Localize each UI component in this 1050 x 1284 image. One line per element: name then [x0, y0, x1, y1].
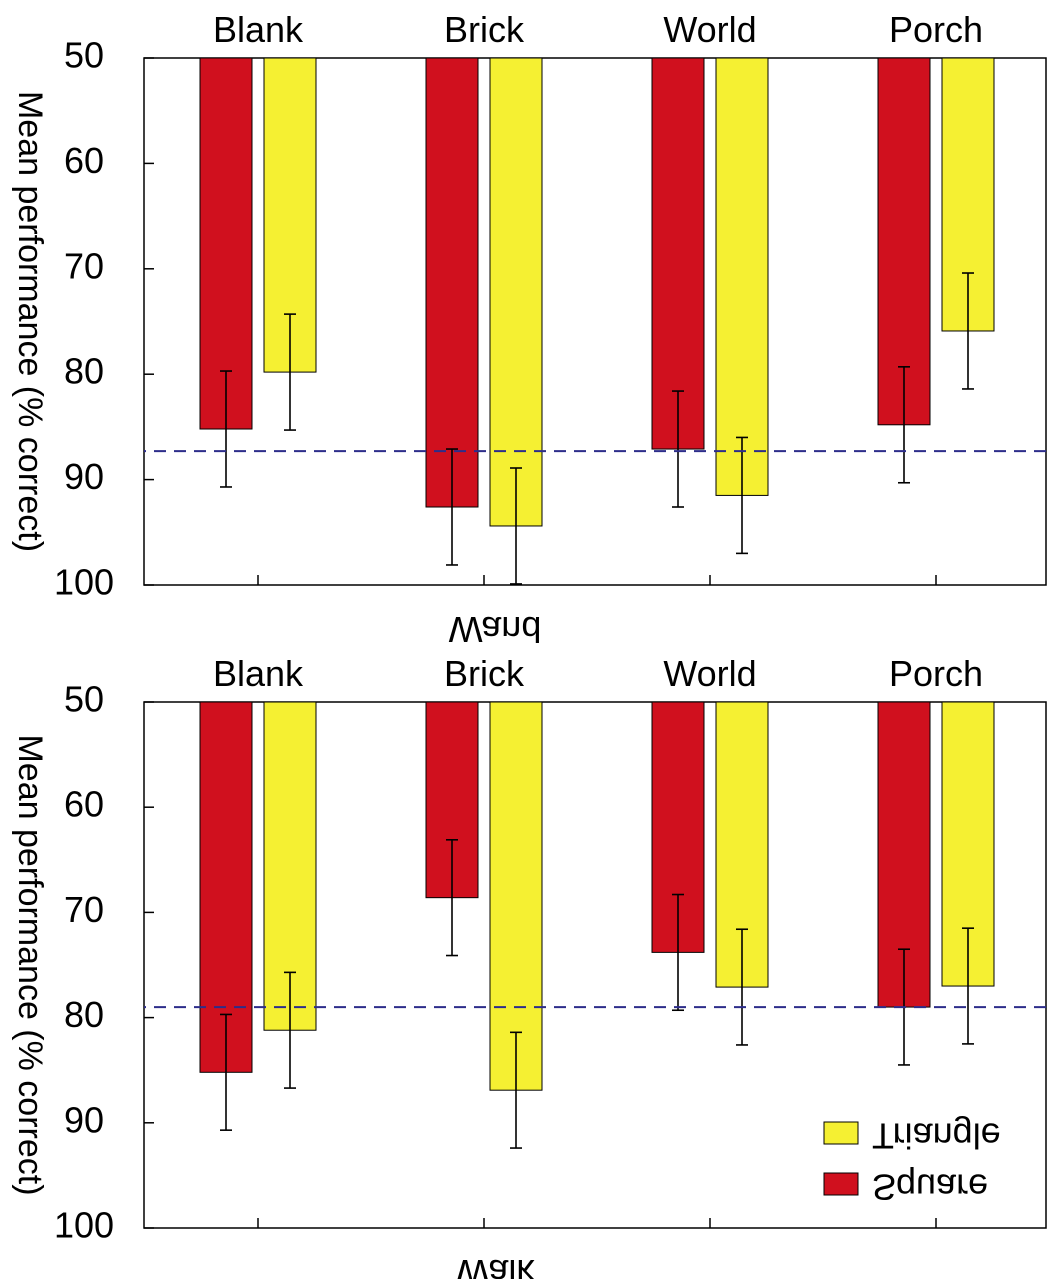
y-tick-label: 80 — [64, 351, 104, 392]
bar-triangle-brick — [489, 57, 543, 527]
y-tick-label: 70 — [64, 889, 104, 930]
y-axis-label: Mean performance (% correct) — [11, 91, 49, 552]
y-tick-label: 80 — [64, 994, 104, 1035]
legend: Triangle Square — [823, 1115, 1001, 1207]
bar-square-world — [651, 57, 705, 450]
bar-square-blank — [199, 57, 253, 430]
legend-swatch-triangle — [823, 1121, 859, 1145]
category-label-brick: Brick — [444, 9, 525, 50]
y-tick-label: 50 — [64, 679, 104, 720]
category-label-blank: Blank — [213, 9, 304, 50]
plot-frame — [143, 701, 1047, 1229]
y-tick-label: 70 — [64, 245, 104, 286]
mirrored-figure: 50 60 70 80 90 100 Blank Brick World Porch Mean pe… — [11, 9, 1047, 1284]
y-tick-label: 50 — [64, 35, 104, 76]
bar-triangle-world — [715, 57, 769, 496]
category-label-world: World — [663, 9, 756, 50]
panel-top: 50 60 70 80 90 100 Blank Brick World Porch Mean pe… — [11, 9, 1047, 650]
legend-swatch-square — [823, 1172, 859, 1196]
x-axis-label: Walk — [456, 1252, 536, 1279]
y-tick-label: 100 — [54, 1205, 114, 1246]
category-label-brick: Brick — [444, 653, 525, 694]
bar-triangle-brick — [489, 701, 543, 1091]
panel-bottom: 50 60 70 80 90 100 Blank Brick World Porch Mean pe… — [11, 653, 1047, 1284]
bar-square-brick — [425, 57, 479, 508]
y-tick-label: 60 — [64, 140, 104, 181]
y-tick-label: 90 — [64, 1099, 104, 1140]
y-axis-label: Mean performance (% correct) — [11, 734, 49, 1195]
y-tick-label: 90 — [64, 456, 104, 497]
legend-label-square: Square — [872, 1166, 988, 1207]
category-label-porch: Porch — [889, 653, 983, 694]
category-label-porch: Porch — [889, 9, 983, 50]
category-label-blank: Blank — [213, 653, 304, 694]
bar-square-porch — [877, 57, 931, 426]
plot-frame — [143, 57, 1047, 586]
y-tick-label: 100 — [54, 562, 114, 603]
legend-label-triangle: Triangle — [872, 1115, 1001, 1156]
x-axis-label: Wand — [449, 609, 542, 650]
bar-square-blank — [199, 701, 253, 1073]
category-label-world: World — [663, 653, 756, 694]
y-tick-label: 60 — [64, 784, 104, 825]
